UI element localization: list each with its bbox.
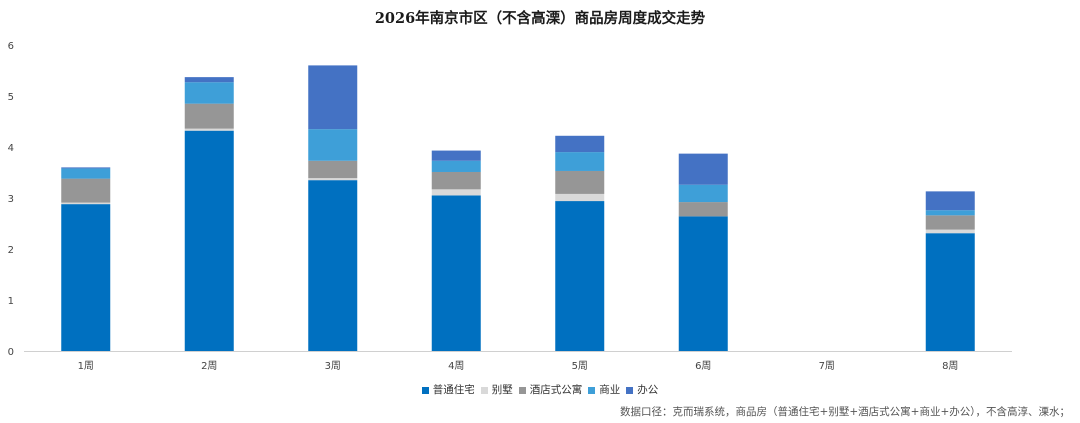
legend-label: 商业 — [599, 384, 621, 396]
bar-segment — [431, 150, 481, 161]
y-tick-label: 3 — [8, 194, 14, 205]
bar-segment — [184, 103, 234, 129]
chart-title: 2026年南京市区（不含高溧）商品房周度成交走势 — [374, 10, 706, 27]
bar-segment — [308, 65, 358, 130]
legend-item: 商业 — [588, 382, 620, 397]
x-tick-label: 5周 — [572, 360, 588, 372]
legend-label: 普通住宅 — [432, 384, 475, 396]
chart-legend: 普通住宅 别墅 酒店式公寓 商业 办公 — [0, 382, 1080, 397]
x-tick-label: 6周 — [695, 360, 711, 372]
y-tick-label: 0 — [8, 347, 14, 358]
bar-segment — [555, 152, 605, 171]
bar-segment — [184, 130, 234, 351]
legend-swatch — [518, 386, 526, 394]
legend-item: 办公 — [626, 382, 658, 397]
bar-segment — [431, 189, 481, 196]
bar-segment — [431, 171, 481, 190]
bar-segment — [431, 195, 481, 351]
bar-segment — [555, 193, 605, 202]
legend-label: 别墅 — [491, 384, 513, 396]
legend-swatch — [588, 386, 596, 394]
x-tick-label: 7周 — [819, 360, 835, 372]
bar-segment — [555, 201, 605, 351]
y-tick-label: 5 — [8, 92, 14, 103]
bar-segment — [308, 180, 358, 351]
bar-segment — [678, 216, 728, 351]
y-tick-label: 6 — [8, 41, 14, 52]
legend-label: 酒店式公寓 — [529, 384, 583, 396]
legend-item: 普通住宅 — [421, 382, 475, 397]
bar-segment — [61, 178, 111, 203]
bar-segment — [925, 215, 975, 230]
legend-swatch — [421, 386, 429, 394]
bar-segment — [308, 178, 358, 181]
bar-segment — [678, 202, 728, 217]
y-tick-label: 2 — [8, 245, 14, 256]
x-tick-label: 3周 — [325, 360, 341, 372]
legend-item: 酒店式公寓 — [518, 382, 583, 397]
legend-swatch — [626, 386, 634, 394]
bar-segment — [925, 210, 975, 216]
bar-segment — [678, 153, 728, 185]
y-tick-label: 1 — [8, 296, 14, 307]
bar-segment — [308, 129, 358, 161]
bar-segment — [555, 170, 605, 194]
x-tick-label: 8周 — [942, 360, 958, 372]
legend-swatch — [480, 386, 488, 394]
x-tick-label: 2周 — [201, 360, 217, 372]
bar-segment — [431, 160, 481, 172]
bar-segment — [925, 191, 975, 211]
legend-label: 办公 — [637, 384, 659, 396]
bar-segment — [61, 202, 111, 205]
y-tick-label: 4 — [8, 143, 14, 154]
bar-segment — [184, 128, 234, 131]
bar-segment — [925, 233, 975, 351]
legend-item: 别墅 — [480, 382, 513, 397]
bar-segment — [678, 184, 728, 203]
bar-segment — [925, 229, 975, 234]
bar-segment — [308, 160, 358, 179]
bar-segment — [184, 77, 234, 83]
bar-segment — [61, 204, 111, 351]
bar-segment — [184, 82, 234, 104]
bar-segment — [61, 168, 111, 179]
x-tick-label: 1周 — [78, 360, 94, 372]
bar-segment — [555, 135, 605, 153]
bar-segment — [61, 167, 111, 169]
data-source-footnote: 数据口径：克而瑞系统，商品房（普通住宅+别墅+酒店式公寓+商业+办公），不含高淳… — [620, 406, 1070, 418]
x-tick-label: 4周 — [448, 360, 464, 372]
